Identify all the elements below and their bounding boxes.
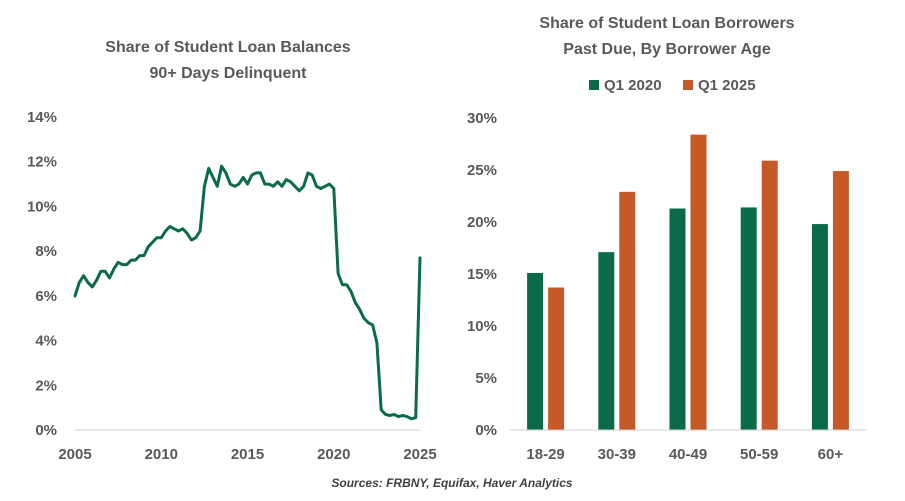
line-chart-title-line-1: Share of Student Loan Balances — [105, 39, 350, 56]
line-chart-x-tick-label: 2005 — [58, 446, 91, 463]
bar-40-49-q1-2025 — [690, 134, 707, 430]
line-chart-x-ticks: 2005 2010 2015 2020 2025 — [58, 446, 436, 463]
bar-chart-y-tick-label: 15% — [467, 266, 497, 283]
bar-chart-y-tick-label: 5% — [475, 370, 497, 387]
bar-chart-title-line-1: Share of Student Loan Borrowers — [539, 15, 794, 32]
bar-chart: Share of Student Loan Borrowers Past Due… — [467, 15, 866, 463]
bar-chart-title-line-2: Past Due, By Borrower Age — [563, 41, 771, 58]
bar-chart-bars — [527, 134, 849, 431]
bar-30-39-q1-2020 — [598, 252, 615, 430]
line-chart-y-tick-label: 12% — [27, 154, 57, 171]
bar-50-59-q1-2025 — [761, 160, 778, 430]
line-chart-y-tick-label: 10% — [27, 198, 57, 215]
bar-chart-y-tick-label: 20% — [467, 214, 497, 231]
bar-chart-legend: Q1 2020 Q1 2025 — [589, 77, 756, 94]
bar-chart-x-tick-label: 40-49 — [669, 446, 707, 463]
bar-chart-y-tick-label: 30% — [467, 110, 497, 127]
line-chart-x-tick-label: 2020 — [317, 446, 350, 463]
bar-40-49-q1-2020 — [669, 208, 686, 430]
line-chart-x-tick-label: 2015 — [231, 446, 264, 463]
bar-chart-y-ticks: 0% 5% 10% 15% 20% 25% 30% — [467, 110, 497, 439]
line-chart-series-line — [73, 164, 422, 421]
bar-18-29-q1-2025 — [548, 287, 565, 430]
bar-chart-y-tick-label: 0% — [475, 422, 497, 439]
bar-chart-x-ticks: 18-29 30-39 40-49 50-59 60+ — [526, 446, 843, 463]
line-chart-y-ticks: 0% 2% 4% 6% 8% 10% 12% 14% — [27, 109, 57, 439]
bar-chart-x-tick-label: 50-59 — [740, 446, 778, 463]
bar-18-29-q1-2020 — [527, 272, 544, 430]
bar-60+-q1-2025 — [832, 171, 849, 431]
legend-swatch — [683, 80, 693, 90]
legend-label: Q1 2025 — [698, 77, 756, 94]
legend-swatch — [589, 80, 599, 90]
line-chart-y-tick-label: 2% — [35, 377, 57, 394]
bar-chart-x-tick-label: 18-29 — [526, 446, 564, 463]
line-chart-x-tick-label: 2010 — [145, 446, 178, 463]
line-chart-y-tick-label: 0% — [35, 422, 57, 439]
line-chart: Share of Student Loan Balances 90+ Days … — [27, 39, 437, 463]
source-note: Sources: FRBNY, Equifax, Haver Analytics — [331, 476, 573, 490]
bar-chart-x-tick-label: 30-39 — [598, 446, 636, 463]
line-chart-y-tick-label: 14% — [27, 109, 57, 126]
bar-50-59-q1-2020 — [740, 207, 757, 430]
line-chart-y-tick-label: 6% — [35, 288, 57, 305]
line-chart-y-tick-label: 8% — [35, 243, 57, 260]
line-chart-x-tick-label: 2025 — [403, 446, 436, 463]
line-chart-y-tick-label: 4% — [35, 333, 57, 350]
bar-chart-x-tick-label: 60+ — [818, 446, 844, 463]
line-chart-title-line-2: 90+ Days Delinquent — [150, 65, 308, 82]
bar-chart-y-tick-label: 10% — [467, 318, 497, 335]
legend-label: Q1 2020 — [604, 77, 662, 94]
bar-chart-y-tick-label: 25% — [467, 162, 497, 179]
bar-30-39-q1-2025 — [619, 191, 636, 430]
bar-60+-q1-2020 — [811, 224, 828, 430]
